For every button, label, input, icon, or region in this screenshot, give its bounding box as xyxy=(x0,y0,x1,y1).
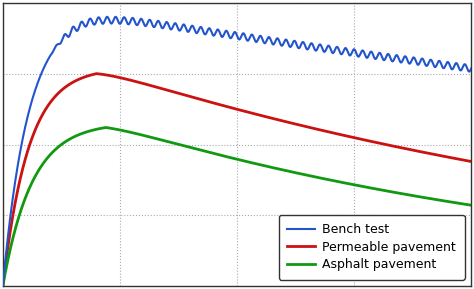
Bench test xyxy=(54,44,59,47)
Asphalt pavement xyxy=(0,284,6,288)
Bench test xyxy=(180,24,185,27)
Bench test xyxy=(468,67,474,70)
Permeable pavement xyxy=(81,75,87,79)
Asphalt pavement xyxy=(180,144,185,147)
Line: Bench test: Bench test xyxy=(3,17,471,286)
Permeable pavement xyxy=(0,284,6,288)
Permeable pavement xyxy=(180,93,185,96)
Bench test xyxy=(0,284,6,288)
Bench test xyxy=(459,67,465,70)
Asphalt pavement xyxy=(103,126,109,129)
Bench test xyxy=(104,15,110,18)
Asphalt pavement xyxy=(54,147,59,151)
Bench test xyxy=(200,29,206,32)
Asphalt pavement xyxy=(200,149,206,153)
Permeable pavement xyxy=(468,160,474,163)
Permeable pavement xyxy=(94,72,100,75)
Permeable pavement xyxy=(409,148,415,152)
Legend: Bench test, Permeable pavement, Asphalt pavement: Bench test, Permeable pavement, Asphalt … xyxy=(279,215,465,280)
Asphalt pavement xyxy=(459,202,465,205)
Permeable pavement xyxy=(54,94,59,97)
Bench test xyxy=(81,23,87,27)
Line: Permeable pavement: Permeable pavement xyxy=(3,74,471,286)
Asphalt pavement xyxy=(468,203,474,207)
Asphalt pavement xyxy=(409,194,415,197)
Bench test xyxy=(409,59,415,62)
Permeable pavement xyxy=(200,98,206,102)
Asphalt pavement xyxy=(81,131,87,134)
Permeable pavement xyxy=(459,158,465,162)
Line: Asphalt pavement: Asphalt pavement xyxy=(3,127,471,286)
